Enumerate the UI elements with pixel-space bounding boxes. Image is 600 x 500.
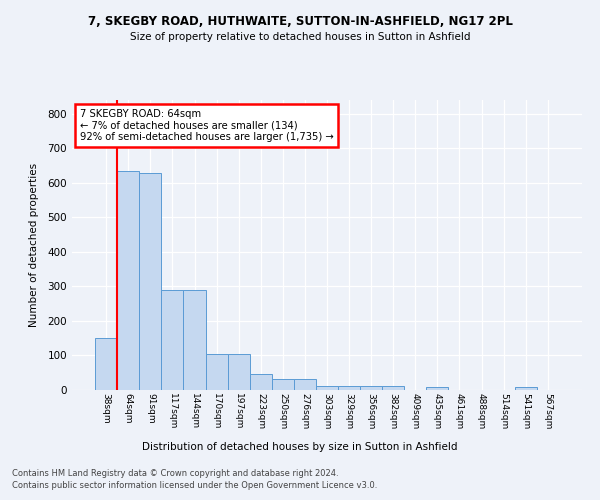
Text: Distribution of detached houses by size in Sutton in Ashfield: Distribution of detached houses by size … — [142, 442, 458, 452]
Y-axis label: Number of detached properties: Number of detached properties — [29, 163, 39, 327]
Bar — [95, 338, 117, 390]
Bar — [227, 354, 250, 390]
Bar — [382, 386, 404, 390]
Bar — [206, 354, 227, 390]
Text: 7 SKEGBY ROAD: 64sqm
← 7% of detached houses are smaller (134)
92% of semi-detac: 7 SKEGBY ROAD: 64sqm ← 7% of detached ho… — [80, 108, 334, 142]
Bar — [161, 290, 184, 390]
Bar — [139, 172, 161, 390]
Bar — [316, 386, 338, 390]
Text: Contains public sector information licensed under the Open Government Licence v3: Contains public sector information licen… — [12, 481, 377, 490]
Bar — [250, 374, 272, 390]
Bar — [338, 386, 360, 390]
Bar — [360, 386, 382, 390]
Text: 7, SKEGBY ROAD, HUTHWAITE, SUTTON-IN-ASHFIELD, NG17 2PL: 7, SKEGBY ROAD, HUTHWAITE, SUTTON-IN-ASH… — [88, 15, 512, 28]
Bar — [184, 290, 206, 390]
Bar — [515, 386, 537, 390]
Text: Size of property relative to detached houses in Sutton in Ashfield: Size of property relative to detached ho… — [130, 32, 470, 42]
Bar — [427, 386, 448, 390]
Text: Contains HM Land Registry data © Crown copyright and database right 2024.: Contains HM Land Registry data © Crown c… — [12, 468, 338, 477]
Bar — [272, 379, 294, 390]
Bar — [117, 171, 139, 390]
Bar — [294, 379, 316, 390]
